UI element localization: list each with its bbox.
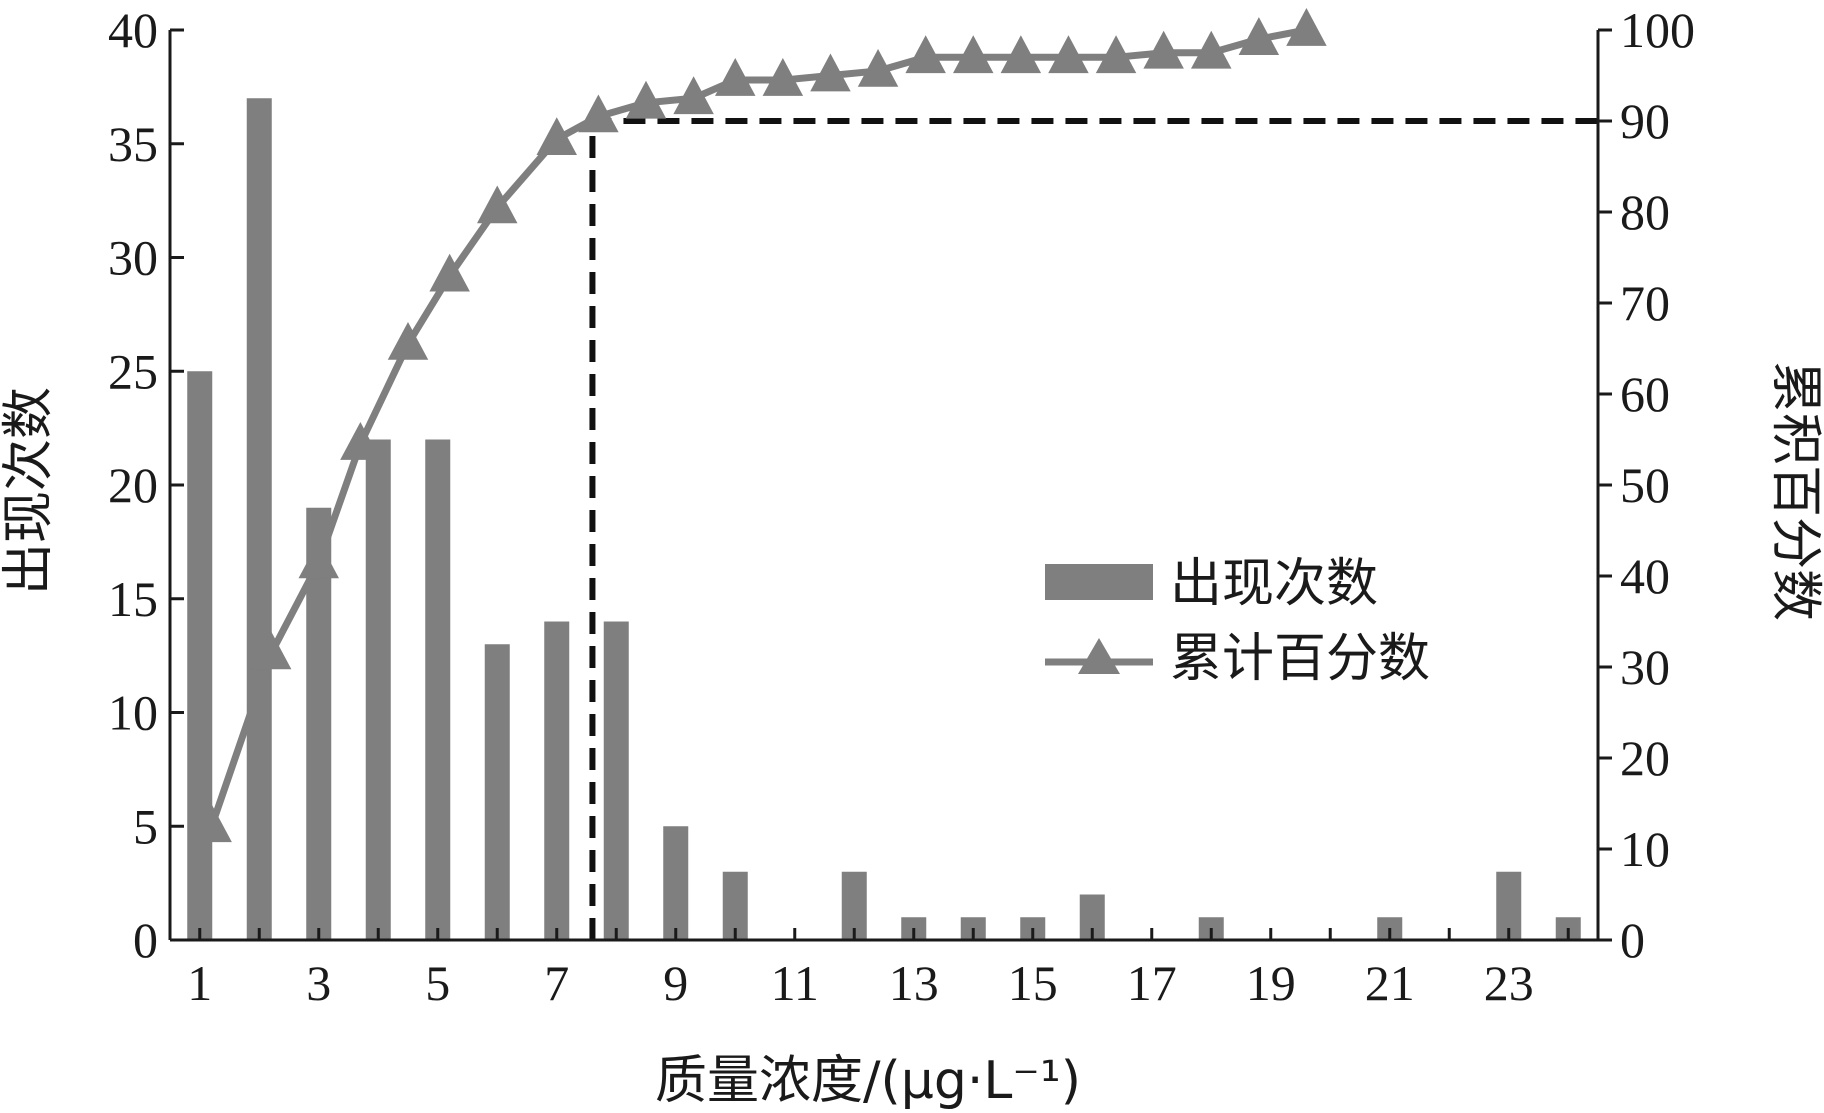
x-tick-label-15: 15 (1008, 955, 1058, 1011)
y-right-tick-label-70: 70 (1620, 275, 1670, 331)
x-tick-label-3: 3 (306, 955, 331, 1011)
y-right-tick-label-30: 30 (1620, 639, 1670, 695)
x-tick-label-17: 17 (1127, 955, 1177, 1011)
cumulative-marker-6 (429, 253, 470, 292)
y-left-tick-label-10: 10 (108, 685, 158, 741)
cumulative-marker-11 (673, 76, 714, 115)
x-tick-label-5: 5 (425, 955, 450, 1011)
x-tick-label-11: 11 (771, 955, 819, 1011)
y-right-tick-label-60: 60 (1620, 366, 1670, 422)
y-left-tick-label-20: 20 (108, 457, 158, 513)
y-right-tick-label-20: 20 (1620, 730, 1670, 786)
y-left-tick-label-30: 30 (108, 230, 158, 286)
cumulative-line-group (191, 8, 1327, 843)
x-tick-label-13: 13 (889, 955, 939, 1011)
legend-bar-swatch (1045, 564, 1153, 600)
bar-7 (544, 621, 570, 940)
bar-1 (187, 371, 213, 940)
x-tick-label-19: 19 (1246, 955, 1296, 1011)
reference-line (589, 118, 1598, 940)
x-tick-label-21: 21 (1365, 955, 1415, 1011)
bar-4 (365, 439, 391, 940)
x-axis-title: 质量浓度/(μg·L⁻¹) (655, 1051, 1081, 1111)
cumulative-marker-10 (625, 80, 667, 119)
x-tick-label-7: 7 (544, 955, 569, 1011)
cumulative-marker-16 (905, 35, 946, 74)
cumulative-marker-7 (477, 185, 518, 224)
legend-label-line: 累计百分数 (1170, 629, 1430, 689)
cumulative-marker-9 (578, 94, 619, 133)
bar-9 (663, 826, 689, 940)
cumulative-marker-14 (810, 53, 851, 92)
cumulative-marker-12 (715, 58, 756, 96)
legend: 出现次数 累计百分数 (1045, 554, 1430, 689)
bar-2 (246, 98, 272, 940)
legend-label-bar: 出现次数 (1170, 554, 1378, 614)
cumulative-marker-3 (298, 540, 339, 579)
cumulative-marker-17 (953, 35, 994, 74)
x-tick-label-9: 9 (663, 955, 688, 1011)
cumulative-marker-18 (1000, 35, 1042, 74)
y-right-tick-label-100: 100 (1620, 2, 1695, 58)
x-tick-label-1: 1 (187, 955, 212, 1011)
cumulative-marker-5 (387, 321, 429, 360)
cumulative-marker-13 (762, 58, 804, 96)
y-left-tick-label-25: 25 (108, 343, 158, 399)
y-left-tick-label-0: 0 (133, 912, 158, 968)
y-right-tick-label-90: 90 (1620, 93, 1670, 149)
y-right-tick-label-80: 80 (1620, 184, 1670, 240)
cumulative-marker-1 (191, 804, 232, 843)
reference-line-group (589, 118, 1598, 940)
cumulative-marker-24 (1286, 8, 1327, 46)
cumulative-marker-21 (1143, 30, 1184, 69)
legend-triangle-marker (1078, 638, 1120, 674)
y-left-tick-label-15: 15 (108, 571, 158, 627)
x-tick-label-23: 23 (1484, 955, 1534, 1011)
cumulative-marker-19 (1048, 35, 1089, 74)
y-right-tick-label-40: 40 (1620, 548, 1670, 604)
y-axis-title-left: 出现次数 (0, 387, 59, 595)
bar-6 (484, 644, 510, 940)
cumulative-marker-15 (857, 48, 899, 87)
cumulative-marker-2 (250, 631, 292, 670)
y-left-tick-label-40: 40 (108, 2, 158, 58)
y-left-tick-label-5: 5 (133, 798, 158, 854)
y-right-tick-label-50: 50 (1620, 457, 1670, 513)
y-right-tick-label-0: 0 (1620, 912, 1645, 968)
y-axis-title-right: 累积百分数 (1765, 361, 1824, 621)
cumulative-marker-8 (536, 117, 577, 156)
bar-5 (425, 439, 451, 940)
cumulative-marker-23 (1238, 17, 1280, 55)
cumulative-marker-20 (1095, 35, 1137, 74)
cumulative-marker-4 (340, 422, 381, 460)
bars-group (187, 98, 1581, 940)
y-right-tick-label-10: 10 (1620, 821, 1670, 877)
cumulative-marker-22 (1191, 30, 1232, 69)
y-left-tick-label-35: 35 (108, 116, 158, 172)
bar-8 (603, 621, 629, 940)
